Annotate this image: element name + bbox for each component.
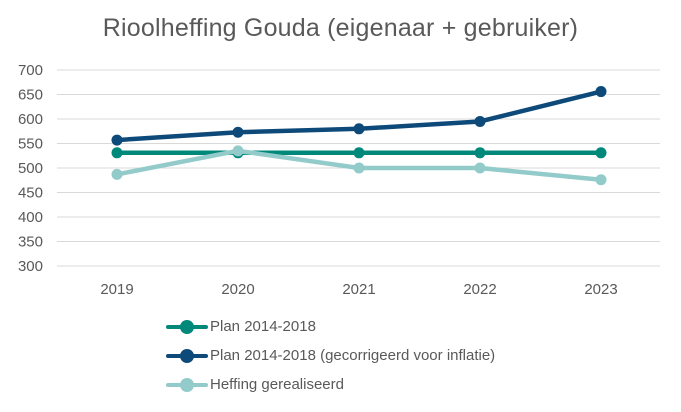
chart-title: Rioolheffing Gouda (eigenaar + gebruiker… <box>102 14 579 42</box>
legend-label-plan-inflatie: Plan 2014-2018 (gecorrigeerd voor inflat… <box>210 347 496 364</box>
data-point-plan-2023 <box>595 147 607 159</box>
y-tick-label-650: 650 <box>18 87 43 104</box>
gridlines <box>57 69 660 267</box>
y-tick-label-700: 700 <box>18 62 43 79</box>
x-axis-tick-labels: 2019 2020 2021 2022 2023 <box>100 281 617 298</box>
data-point-heffing-2021 <box>353 162 365 174</box>
legend-marker-plan-inflatie <box>166 348 208 363</box>
y-tick-label-600: 600 <box>18 111 43 128</box>
legend-item-plan-inflatie: Plan 2014-2018 (gecorrigeerd voor inflat… <box>166 341 495 370</box>
legend-marker-plan <box>166 319 208 334</box>
x-tick-label-2020: 2020 <box>221 281 254 298</box>
data-point-heffing-2019 <box>111 168 123 180</box>
data-point-plan-2019 <box>111 147 123 159</box>
x-tick-label-2021: 2021 <box>342 281 375 298</box>
y-tick-label-400: 400 <box>18 209 43 226</box>
legend-item-heffing: Heffing gerealiseerd <box>166 370 495 399</box>
x-tick-label-2023: 2023 <box>584 281 617 298</box>
data-point-plan-inflatie-2022 <box>474 115 486 127</box>
data-point-plan-inflatie-2023 <box>595 86 607 98</box>
series-plan-inflatie <box>111 86 607 146</box>
legend-label-plan: Plan 2014-2018 <box>210 318 316 335</box>
y-tick-label-500: 500 <box>18 160 43 177</box>
x-tick-label-2022: 2022 <box>463 281 496 298</box>
legend-label-heffing: Heffing gerealiseerd <box>210 376 344 393</box>
data-point-heffing-2022 <box>474 162 486 174</box>
data-point-plan-inflatie-2020 <box>232 126 244 138</box>
legend-item-plan: Plan 2014-2018 <box>166 312 495 341</box>
data-point-heffing-2023 <box>595 174 607 186</box>
y-tick-label-300: 300 <box>18 258 43 275</box>
y-tick-label-350: 350 <box>18 234 43 251</box>
x-tick-label-2019: 2019 <box>100 281 133 298</box>
legend: Plan 2014-2018 Plan 2014-2018 (gecorrige… <box>166 312 495 399</box>
data-point-plan-inflatie-2019 <box>111 134 123 146</box>
y-axis-tick-labels: 700 650 600 550 500 450 400 350 300 <box>18 62 43 275</box>
data-point-heffing-2020 <box>232 145 244 157</box>
data-point-plan-inflatie-2021 <box>353 123 365 135</box>
series-heffing <box>111 145 607 186</box>
series-plan <box>111 147 607 159</box>
data-point-plan-2021 <box>353 147 365 159</box>
legend-marker-heffing <box>166 377 208 392</box>
y-tick-label-550: 550 <box>18 136 43 153</box>
data-point-plan-2022 <box>474 147 486 159</box>
y-tick-label-450: 450 <box>18 185 43 202</box>
series-lines <box>111 86 607 186</box>
